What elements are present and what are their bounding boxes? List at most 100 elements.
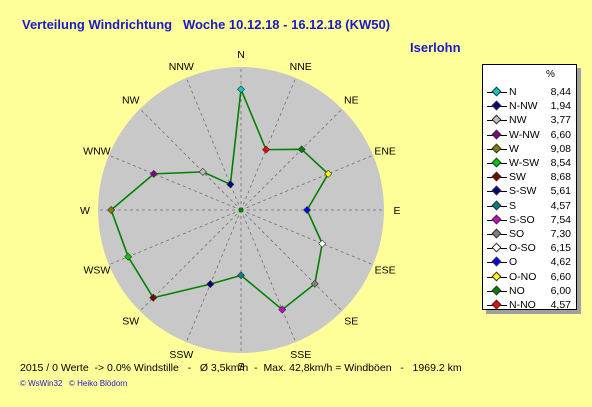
legend-name: W-NW <box>509 128 540 141</box>
legend-name: NO <box>509 284 525 297</box>
data-point-sw <box>149 293 158 302</box>
direction-label-nne: NNE <box>290 61 312 73</box>
direction-label-s: S <box>237 361 244 373</box>
footer-stats: 2015 / 0 Werte -> 0.0% Windstille - Ø 3,… <box>20 362 462 374</box>
legend-name: S-SO <box>509 213 535 226</box>
legend-marker <box>491 214 502 225</box>
direction-label-ssw: SSW <box>169 349 193 361</box>
legend-value: 6,00 <box>550 284 571 297</box>
data-point-ese <box>318 239 327 248</box>
legend-marker <box>491 114 502 125</box>
data-point-nne <box>262 145 270 154</box>
direction-label-w: W <box>80 205 90 217</box>
data-point-nw <box>198 167 207 176</box>
credit-wswin: © WsWin32 <box>20 379 63 388</box>
legend-value: 6,60 <box>550 128 571 141</box>
direction-label-ene: ENE <box>374 145 396 157</box>
data-point-w <box>107 206 116 214</box>
legend-value: 7,30 <box>550 228 571 240</box>
data-point-wsw <box>124 252 133 261</box>
legend-item: N-NO 4,57 <box>483 298 576 313</box>
data-point-ene <box>324 169 333 178</box>
legend-marker <box>491 299 502 310</box>
legend-name: N <box>509 86 517 98</box>
direction-label-n: N <box>237 49 245 61</box>
direction-label-nw: NW <box>122 95 140 107</box>
legend-marker <box>491 185 502 196</box>
legend-name: O-NO <box>509 270 537 283</box>
legend-value: 9,08 <box>550 142 571 155</box>
data-point-wnw <box>149 169 158 178</box>
legend-name: W-SW <box>509 157 540 169</box>
legend-name: S <box>509 199 517 212</box>
legend-value: 4,62 <box>550 256 571 269</box>
legend-value: 7,54 <box>550 213 571 226</box>
legend-unit: % <box>546 69 555 80</box>
data-point-ssw <box>206 280 215 289</box>
legend-item: SO 7,30 <box>483 227 576 242</box>
data-point-n <box>237 85 245 94</box>
direction-label-nnw: NNW <box>169 61 194 73</box>
legend-name: SO <box>509 228 525 240</box>
legend-name: O-SO <box>509 242 536 255</box>
legend-name: O <box>509 256 518 269</box>
legend-value: 5,61 <box>550 185 571 198</box>
legend-item: W-SW 8,54 <box>483 156 576 171</box>
legend-name: W <box>509 142 519 155</box>
location-label: Iserlohn <box>410 40 461 55</box>
legend-item: W-NW 6,60 <box>483 128 576 143</box>
direction-label-ese: ESE <box>375 265 396 277</box>
legend-value: 4,57 <box>550 299 571 311</box>
direction-label-ne: NE <box>344 95 359 107</box>
legend-marker <box>491 129 502 140</box>
direction-label-e: E <box>393 205 400 217</box>
footer-credits: © WsWin32 © Heiko Blödorn <box>20 379 127 388</box>
center-point <box>239 208 243 212</box>
legend-item: NO 6,00 <box>483 284 576 299</box>
credit-author: © Heiko Blödorn <box>69 379 128 388</box>
legend-value: 3,77 <box>550 114 571 127</box>
legend-marker <box>491 200 502 211</box>
data-point-ne <box>297 145 306 154</box>
legend-value: 6,60 <box>550 270 571 283</box>
data-point-se <box>310 279 319 288</box>
legend: % N 8,44 N-NW 1,94 NW 3,77 W-NW 6,60 W 9,08 W-SW 8,… <box>482 64 577 313</box>
legend-item: O 4,62 <box>483 255 576 270</box>
direction-label-wsw: WSW <box>83 265 110 277</box>
legend-name: SW <box>509 171 526 184</box>
direction-label-sw: SW <box>122 315 139 327</box>
legend-name: N-NO <box>509 299 536 311</box>
legend-value: 4,57 <box>550 199 571 212</box>
legend-item: W 9,08 <box>483 142 576 157</box>
data-point-nnw <box>226 180 235 189</box>
direction-label-sse: SSE <box>290 349 311 361</box>
legend-item: N-NW 1,94 <box>483 99 576 114</box>
data-point-sse <box>278 305 287 314</box>
data-point-e <box>303 206 312 214</box>
legend-item: S-SW 5,61 <box>483 184 576 199</box>
legend-item: S 4,57 <box>483 199 576 214</box>
legend-item: O-SO 6,15 <box>483 241 576 256</box>
legend-marker <box>491 242 502 253</box>
legend-item: SW 8,68 <box>483 170 576 185</box>
legend-marker <box>491 100 502 111</box>
legend-item: O-NO 6,60 <box>483 270 576 285</box>
legend-item: N 8,44 <box>483 85 576 100</box>
legend-marker <box>491 157 502 168</box>
data-point-s <box>237 271 245 280</box>
direction-label-se: SE <box>344 315 358 327</box>
legend-marker <box>491 271 502 282</box>
chart-title: Verteilung Windrichtung Woche 10.12.18 -… <box>22 17 391 32</box>
legend-name: S-SW <box>509 185 537 198</box>
legend-marker <box>491 285 502 296</box>
legend-item: S-SO 7,54 <box>483 213 576 228</box>
legend-marker <box>491 256 502 267</box>
direction-label-wnw: WNW <box>83 145 110 157</box>
legend-marker <box>491 86 502 97</box>
legend-marker <box>491 171 502 182</box>
legend-value: 8,44 <box>550 86 571 98</box>
legend-value: 6,15 <box>550 242 571 255</box>
legend-name: NW <box>509 114 527 127</box>
legend-item: NW 3,77 <box>483 113 576 128</box>
